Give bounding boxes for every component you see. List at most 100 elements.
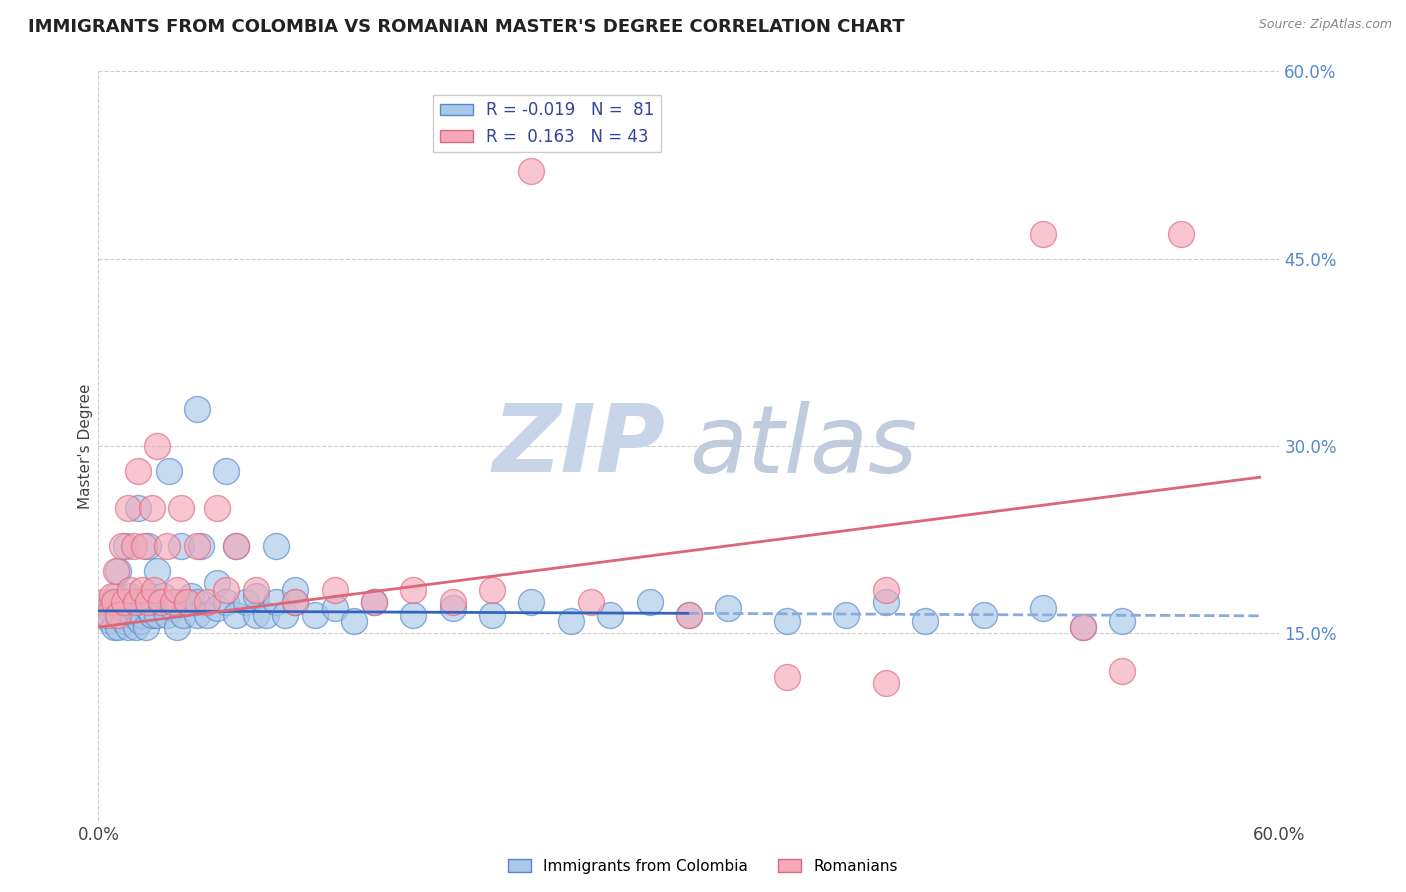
- Point: [117, 501, 139, 516]
- Point: [141, 607, 163, 622]
- Point: [1111, 614, 1133, 628]
- Point: [225, 607, 247, 622]
- Point: [166, 595, 188, 609]
- Point: [136, 595, 159, 609]
- Text: atlas: atlas: [689, 401, 917, 491]
- Point: [98, 614, 121, 628]
- Y-axis label: Master's Degree: Master's Degree: [77, 384, 93, 508]
- Text: Source: ZipAtlas.com: Source: ZipAtlas.com: [1258, 18, 1392, 31]
- Point: [835, 607, 858, 622]
- Point: [205, 601, 228, 615]
- Point: [107, 607, 129, 622]
- Point: [111, 595, 134, 609]
- Point: [678, 607, 700, 622]
- Point: [195, 607, 218, 622]
- Point: [441, 601, 464, 615]
- Point: [875, 595, 897, 609]
- Point: [127, 501, 149, 516]
- Point: [97, 601, 120, 615]
- Point: [157, 464, 180, 478]
- Point: [875, 582, 897, 597]
- Text: ZIP: ZIP: [492, 400, 665, 492]
- Point: [125, 595, 148, 609]
- Point: [254, 607, 277, 622]
- Point: [225, 539, 247, 553]
- Point: [136, 539, 159, 553]
- Point: [103, 595, 125, 609]
- Point: [150, 595, 173, 609]
- Point: [103, 620, 125, 634]
- Point: [284, 595, 307, 609]
- Point: [579, 595, 602, 609]
- Point: [215, 595, 238, 609]
- Point: [125, 620, 148, 634]
- Point: [186, 595, 208, 609]
- Point: [138, 589, 160, 603]
- Point: [122, 601, 145, 615]
- Point: [402, 582, 425, 597]
- Point: [215, 464, 238, 478]
- Point: [93, 607, 115, 622]
- Point: [170, 501, 193, 516]
- Point: [776, 614, 799, 628]
- Point: [1032, 601, 1054, 615]
- Point: [118, 582, 141, 597]
- Point: [101, 589, 124, 603]
- Point: [146, 439, 169, 453]
- Point: [131, 607, 153, 622]
- Point: [156, 607, 179, 622]
- Point: [481, 607, 503, 622]
- Point: [105, 589, 128, 603]
- Point: [135, 620, 157, 634]
- Point: [186, 607, 208, 622]
- Point: [441, 595, 464, 609]
- Point: [304, 607, 326, 622]
- Point: [146, 564, 169, 578]
- Point: [112, 614, 135, 628]
- Point: [142, 595, 165, 609]
- Point: [180, 589, 202, 603]
- Point: [108, 607, 131, 622]
- Point: [166, 620, 188, 634]
- Point: [162, 601, 184, 615]
- Point: [973, 607, 995, 622]
- Point: [186, 401, 208, 416]
- Point: [875, 676, 897, 690]
- Point: [638, 595, 661, 609]
- Point: [115, 539, 138, 553]
- Point: [195, 595, 218, 609]
- Point: [235, 595, 257, 609]
- Point: [205, 576, 228, 591]
- Point: [481, 582, 503, 597]
- Point: [101, 595, 124, 609]
- Point: [132, 539, 155, 553]
- Point: [146, 607, 169, 622]
- Point: [1111, 664, 1133, 678]
- Point: [363, 595, 385, 609]
- Point: [520, 164, 543, 178]
- Point: [560, 614, 582, 628]
- Point: [127, 464, 149, 478]
- Point: [162, 595, 184, 609]
- Point: [176, 595, 198, 609]
- Point: [141, 501, 163, 516]
- Point: [105, 564, 128, 578]
- Point: [264, 595, 287, 609]
- Point: [914, 614, 936, 628]
- Point: [274, 607, 297, 622]
- Point: [323, 601, 346, 615]
- Point: [111, 539, 134, 553]
- Point: [284, 582, 307, 597]
- Point: [150, 595, 173, 609]
- Point: [343, 614, 366, 628]
- Point: [97, 607, 120, 622]
- Point: [128, 614, 150, 628]
- Point: [402, 607, 425, 622]
- Point: [127, 595, 149, 609]
- Point: [121, 607, 143, 622]
- Point: [117, 620, 139, 634]
- Legend: R = -0.019   N =  81, R =  0.163   N = 43: R = -0.019 N = 81, R = 0.163 N = 43: [433, 95, 661, 153]
- Point: [264, 539, 287, 553]
- Point: [1071, 620, 1094, 634]
- Point: [245, 607, 267, 622]
